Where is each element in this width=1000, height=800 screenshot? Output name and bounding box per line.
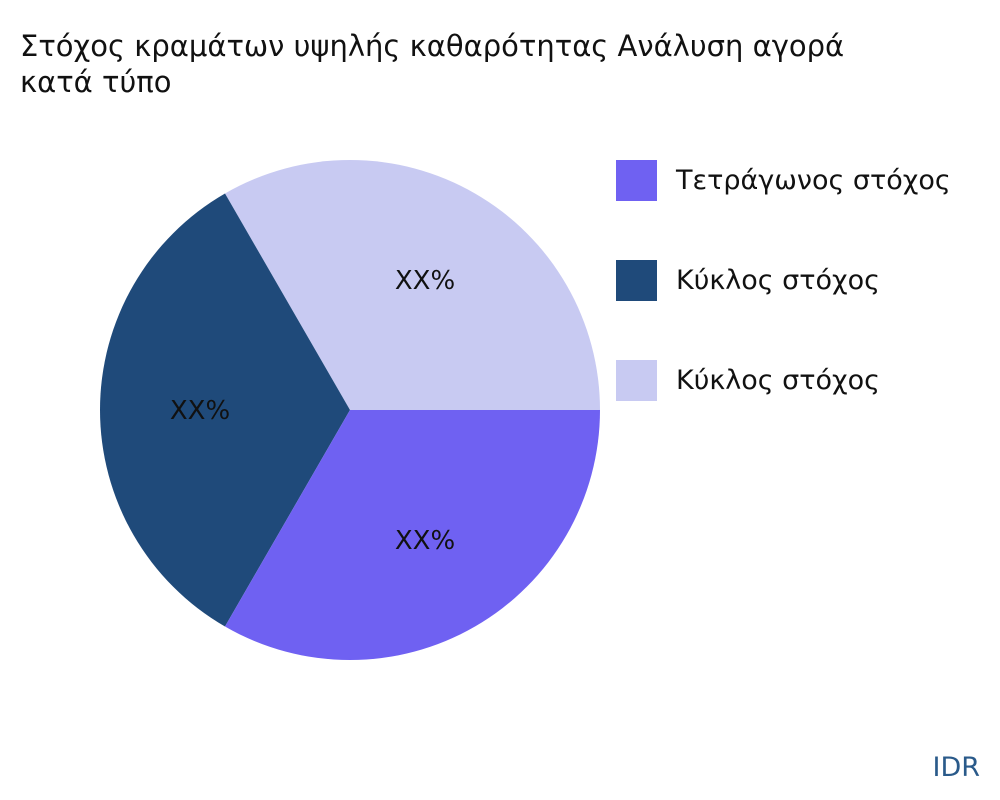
pie-slice-label-2: XX% (395, 266, 455, 296)
legend-swatch-2 (616, 359, 657, 401)
pie-slice-2 (225, 159, 600, 410)
legend-swatch-0 (616, 159, 657, 201)
chart-title: Στόχος κραμάτων υψηλής καθαρότητας Ανάλυ… (20, 28, 1000, 100)
legend-item-0: Τετράγωνος στόχος (616, 159, 951, 201)
legend-swatch-1 (616, 259, 657, 301)
chart-title-line-1: Στόχος κραμάτων υψηλής καθαρότητας Ανάλυ… (20, 29, 845, 63)
legend-label-1: Κύκλος στόχος (676, 264, 881, 296)
credit-text: IDR (932, 752, 980, 783)
legend-label-2: Κύκλος στόχος (676, 364, 881, 396)
pie-slice-label-1: XX% (170, 396, 230, 426)
chart-title-line-2: κατά τύπο (20, 65, 172, 99)
legend-item-1: Κύκλος στόχος (616, 259, 880, 301)
pie-slice-label-0: XX% (395, 526, 455, 556)
legend-item-2: Κύκλος στόχος (616, 359, 880, 401)
legend-label-0: Τετράγωνος στόχος (676, 164, 951, 196)
pie-slice-0 (225, 410, 600, 661)
